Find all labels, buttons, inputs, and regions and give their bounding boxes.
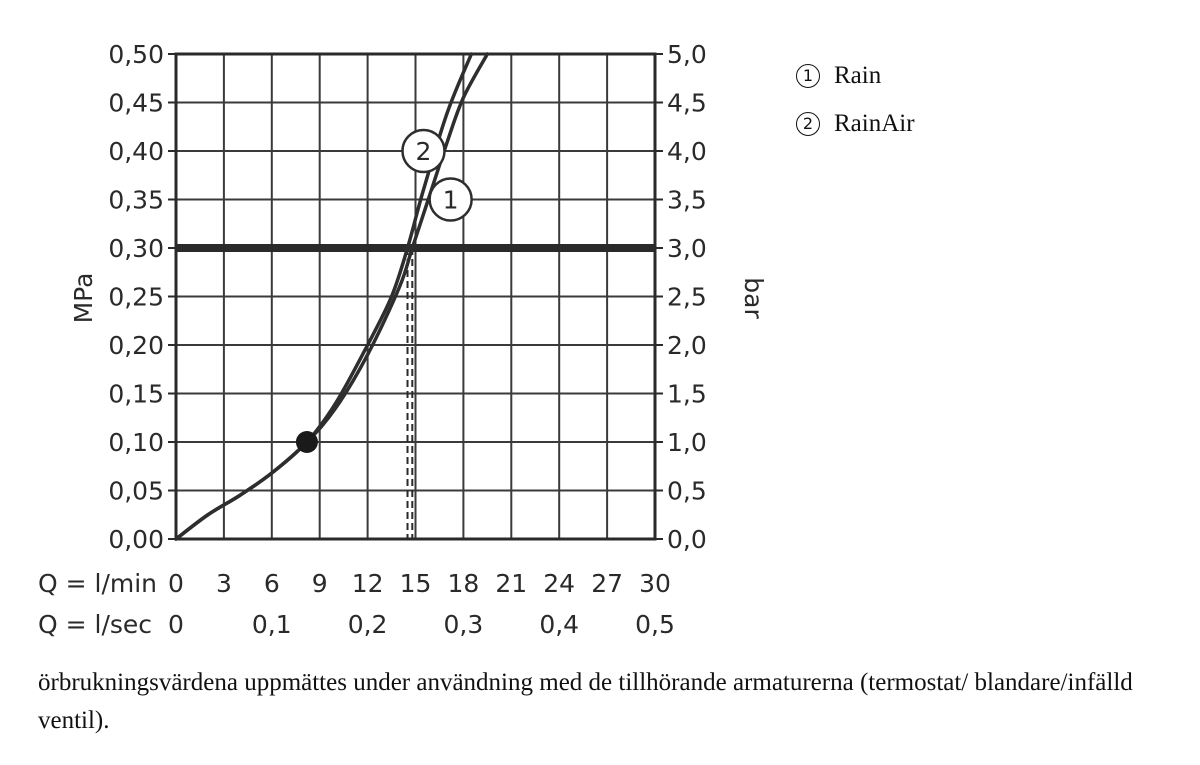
x-row1-tick-label: 15	[400, 569, 432, 598]
x-row1-tick-label: 18	[447, 569, 479, 598]
y-right-tick-label: 1,0	[667, 428, 707, 457]
x-row1-tick-label: 0	[168, 569, 184, 598]
y-axis-right-label: bar	[739, 277, 768, 319]
legend-label-rain: Rain	[834, 62, 882, 89]
y-right-tick-label: 3,0	[667, 234, 707, 263]
y-right-tick-label: 3,5	[667, 186, 707, 215]
y-left-tick-label: 0,25	[108, 283, 164, 312]
chart-series: 12	[174, 52, 655, 541]
x-row1-tick-label: 12	[352, 569, 384, 598]
y-right-tick-label: 4,5	[667, 89, 707, 118]
x-row1-label: Q = l/min	[38, 569, 157, 598]
legend-label-rainair: RainAir	[834, 110, 915, 137]
y-left-tick-label: 0,40	[108, 137, 164, 166]
y-axis-left-label: MPa	[69, 273, 98, 324]
y-left-tick-label: 0,45	[108, 89, 164, 118]
y-right-tick-label: 5,0	[667, 40, 707, 69]
x-row1-tick-label: 24	[543, 569, 575, 598]
legend-marker-1: 1	[796, 64, 820, 88]
y-right-tick-label: 2,5	[667, 283, 707, 312]
x-row2-tick-label: 0,1	[252, 610, 292, 639]
y-right-tick-label: 4,0	[667, 137, 707, 166]
x-row1-tick-label: 9	[312, 569, 328, 598]
x-row2-tick-label: 0,2	[348, 610, 388, 639]
y-left-tick-label: 0,30	[108, 234, 164, 263]
x-row1-tick-label: 6	[264, 569, 280, 598]
legend: 1 Rain 2 RainAir	[796, 52, 915, 148]
y-right-tick-label: 2,0	[667, 331, 707, 360]
series-marker-1	[428, 177, 473, 222]
y-left-tick-label: 0,05	[108, 477, 164, 506]
x-row2-label: Q = l/sec	[38, 610, 152, 639]
y-left-tick-label: 0,50	[108, 40, 164, 69]
x-row2-tick-label: 0,5	[635, 610, 675, 639]
series-line-rainair	[174, 52, 474, 541]
y-left-tick-label: 0,10	[108, 428, 164, 457]
x-row1-tick-label: 27	[591, 569, 623, 598]
x-row2-tick-label: 0	[168, 610, 184, 639]
y-right-tick-label: 0,0	[667, 525, 707, 554]
x-row2-tick-label: 0,3	[444, 610, 484, 639]
y-left-tick-label: 0,35	[108, 186, 164, 215]
y-left-tick-label: 0,20	[108, 331, 164, 360]
y-left-tick-label: 0,15	[108, 380, 164, 409]
x-row1-tick-label: 21	[495, 569, 527, 598]
junction-point	[295, 431, 318, 453]
legend-item-rain: 1 Rain	[796, 52, 915, 100]
series-marker-label-1: 1	[443, 186, 459, 215]
footnote: örbrukningsvärdena uppmättes under använ…	[38, 669, 1133, 734]
legend-marker-2: 2	[796, 112, 820, 136]
series-marker-label-2: 2	[416, 137, 432, 166]
chart-ticks: 0,00 0,00,05 0,50,10 1,00,15 1,50,20 2,00,25 2…	[108, 40, 706, 639]
x-row1-tick-label: 3	[216, 569, 232, 598]
series-marker-2	[401, 128, 446, 174]
y-right-tick-label: 0,5	[667, 477, 707, 506]
y-left-tick-label: 0,00	[108, 525, 164, 554]
y-right-tick-label: 1,5	[667, 380, 707, 409]
x-row1-tick-label: 30	[639, 569, 671, 598]
chart-grid	[175, 53, 656, 540]
legend-item-rainair: 2 RainAir	[796, 100, 915, 148]
x-row2-tick-label: 0,4	[539, 610, 579, 639]
